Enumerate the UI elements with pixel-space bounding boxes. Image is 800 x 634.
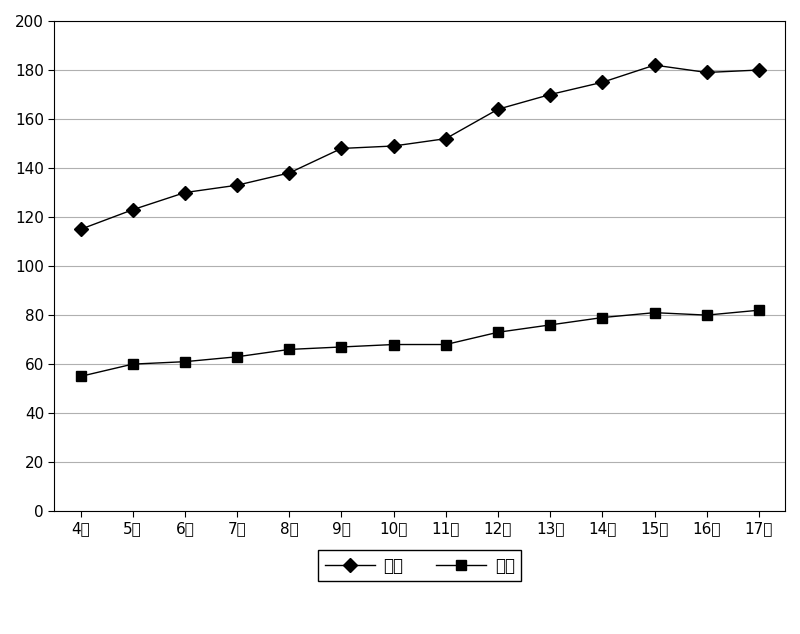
手宽 — [389, 340, 398, 348]
手长 — [598, 79, 607, 86]
手宽 — [650, 309, 659, 316]
手宽 — [180, 358, 190, 365]
Line: 手长: 手长 — [76, 60, 764, 234]
手宽 — [76, 373, 86, 380]
手宽 — [285, 346, 294, 353]
手长 — [650, 61, 659, 69]
手长 — [546, 91, 555, 98]
手宽 — [337, 343, 346, 351]
手宽 — [441, 340, 450, 348]
手长 — [180, 189, 190, 197]
Legend: 手长, 手宽: 手长, 手宽 — [318, 550, 522, 581]
手长 — [702, 68, 711, 76]
手宽 — [546, 321, 555, 328]
手长 — [754, 66, 764, 74]
手宽 — [128, 360, 138, 368]
手长 — [128, 206, 138, 214]
手长 — [232, 181, 242, 189]
手长 — [337, 145, 346, 152]
手长 — [389, 142, 398, 150]
手长 — [76, 226, 86, 233]
手宽 — [232, 353, 242, 361]
手宽 — [702, 311, 711, 319]
手宽 — [598, 314, 607, 321]
手长 — [441, 135, 450, 143]
手长 — [493, 105, 502, 113]
手宽 — [493, 328, 502, 336]
手宽 — [754, 306, 764, 314]
手长 — [285, 169, 294, 177]
Line: 手宽: 手宽 — [76, 306, 764, 381]
